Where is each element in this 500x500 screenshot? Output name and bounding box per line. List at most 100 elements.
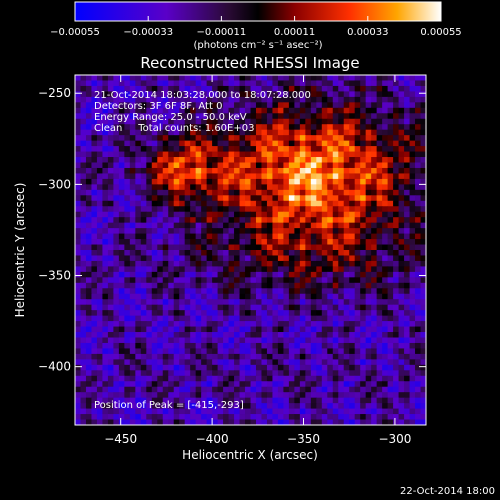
heatmap-cell (321, 304, 328, 311)
heatmap-cell (75, 124, 81, 131)
heatmap-cell (266, 107, 273, 114)
heatmap-cell (393, 146, 400, 153)
heatmap-cell (283, 184, 290, 191)
heatmap-cell (404, 124, 411, 131)
heatmap-cell (409, 173, 416, 180)
heatmap-cell (151, 299, 158, 306)
heatmap-cell (190, 129, 197, 136)
heatmap-cell (316, 364, 323, 371)
heatmap-cell (338, 113, 345, 120)
heatmap-cell (140, 359, 147, 366)
heatmap-cell (250, 239, 257, 246)
heatmap-cell (157, 195, 164, 202)
heatmap-cell (157, 310, 164, 317)
heatmap-cell (146, 140, 153, 147)
heatmap-cell (75, 195, 81, 202)
heatmap-cell (404, 91, 411, 98)
heatmap-cell (415, 173, 422, 180)
heatmap-cell (91, 326, 98, 333)
heatmap-cell (327, 113, 334, 120)
heatmap-cell (195, 364, 202, 371)
heatmap-cell (146, 348, 153, 355)
heatmap-cell (190, 288, 197, 295)
heatmap-cell (129, 124, 136, 131)
heatmap-cell (250, 353, 257, 360)
heatmap-cell (365, 288, 372, 295)
heatmap-cell (371, 375, 378, 382)
heatmap-cell (157, 370, 164, 377)
heatmap-cell (201, 266, 208, 273)
heatmap-cell (228, 386, 235, 393)
heatmap-cell (190, 342, 197, 349)
heatmap-cell (113, 282, 120, 289)
heatmap-cell (124, 266, 131, 273)
heatmap-cell (102, 348, 109, 355)
heatmap-cell (354, 250, 361, 256)
heatmap-cell (195, 299, 202, 306)
heatmap-cell (75, 129, 81, 136)
heatmap-cell (91, 96, 98, 103)
heatmap-cell (129, 260, 136, 267)
heatmap-cell (206, 162, 213, 169)
heatmap-cell (223, 184, 230, 191)
heatmap-cell (310, 381, 317, 388)
heatmap-cell (305, 364, 312, 371)
heatmap-cell (255, 140, 262, 147)
heatmap-cell (190, 370, 197, 377)
heatmap-cell (129, 337, 136, 344)
heatmap-cell (118, 75, 125, 81)
heatmap-cell (162, 293, 169, 300)
heatmap-cell (261, 277, 268, 284)
heatmap-cell (415, 113, 422, 120)
heatmap-cell (332, 282, 339, 289)
heatmap-cell (173, 321, 180, 328)
heatmap-cell (316, 342, 323, 349)
heatmap-cell (376, 260, 383, 267)
heatmap-cell (393, 359, 400, 366)
heatmap-cell (321, 397, 328, 404)
heatmap-cell (107, 250, 114, 256)
heatmap-cell (80, 266, 87, 273)
heatmap-cell (294, 386, 301, 393)
heatmap-cell (349, 408, 356, 415)
heatmap-cell (288, 266, 295, 273)
heatmap-cell (75, 288, 81, 295)
heatmap-cell (85, 386, 92, 393)
heatmap-cell (398, 375, 405, 382)
heatmap-cell (179, 419, 186, 425)
heatmap-cell (184, 370, 191, 377)
heatmap-cell (398, 381, 405, 388)
heatmap-cell (393, 124, 400, 131)
heatmap-cell (162, 282, 169, 289)
heatmap-cell (266, 315, 273, 322)
heatmap-cell (223, 107, 230, 114)
heatmap-cell (102, 304, 109, 311)
heatmap-cell (102, 419, 109, 425)
heatmap-cell (206, 337, 213, 344)
heatmap-cell (239, 353, 246, 360)
heatmap-cell (75, 118, 81, 125)
heatmap-cell (140, 222, 147, 229)
heatmap-cell (157, 113, 164, 120)
heatmap-cell (85, 91, 92, 98)
heatmap-cell (305, 178, 312, 185)
heatmap-cell (321, 250, 328, 256)
heatmap-cell (294, 282, 301, 289)
heatmap-cell (354, 124, 361, 131)
heatmap-cell (239, 178, 246, 185)
heatmap-cell (294, 167, 301, 174)
heatmap-cell (234, 304, 241, 311)
heatmap-cell (129, 211, 136, 218)
heatmap-cell (404, 304, 411, 311)
heatmap-cell (283, 408, 290, 415)
heatmap-cell (272, 386, 279, 393)
heatmap-cell (190, 353, 197, 360)
heatmap-cell (85, 337, 92, 344)
heatmap-cell (387, 135, 394, 142)
heatmap-cell (212, 228, 219, 235)
heatmap-cell (250, 304, 257, 311)
heatmap-cell (365, 299, 372, 306)
heatmap-cell (415, 184, 422, 191)
heatmap-cell (277, 102, 284, 109)
heatmap-cell (217, 359, 224, 366)
